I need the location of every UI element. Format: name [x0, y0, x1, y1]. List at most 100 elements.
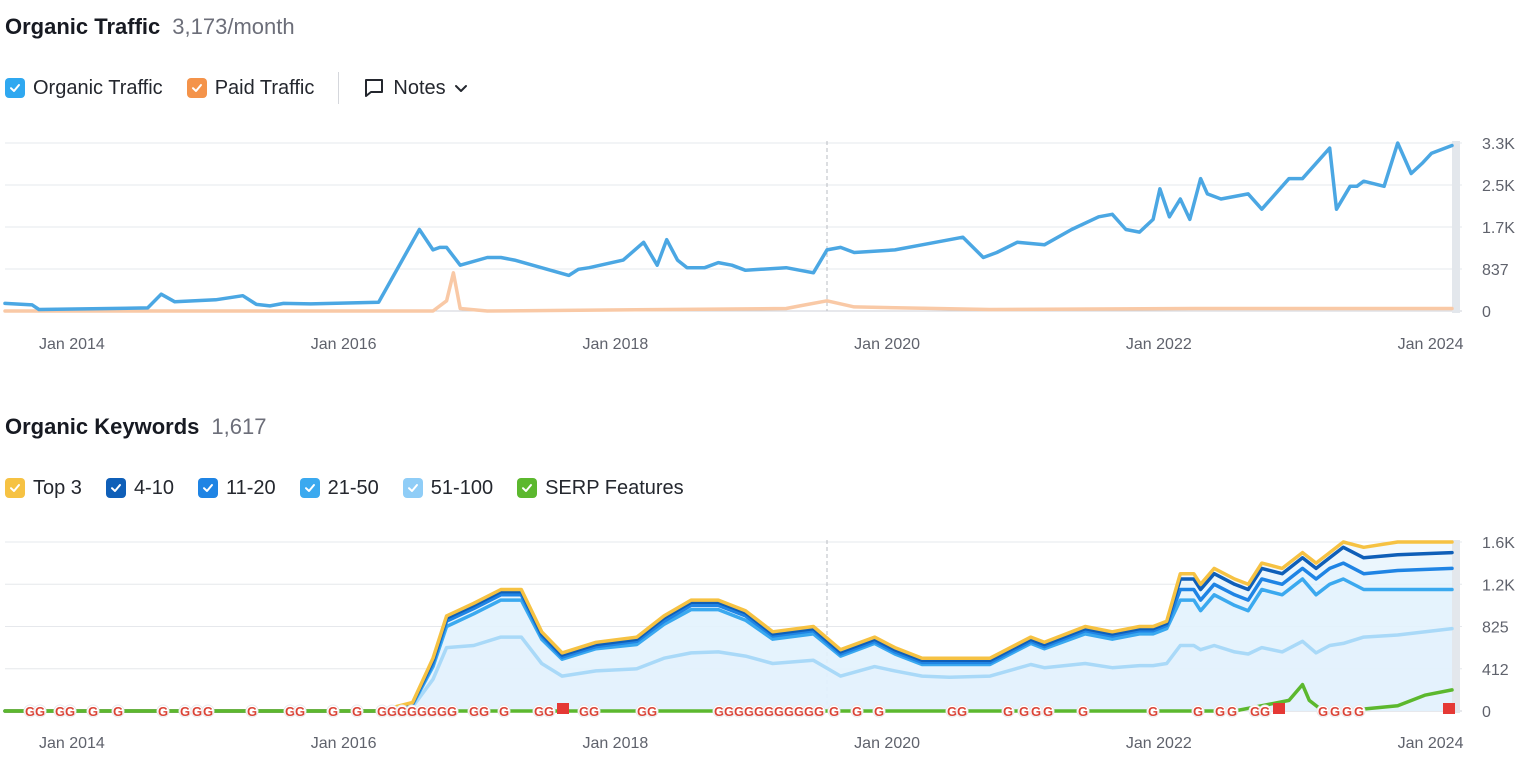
x-tick-label: Jan 2018	[582, 735, 648, 752]
google-icon	[850, 704, 864, 718]
checkbox-checked-icon[interactable]	[402, 478, 423, 498]
y-tick-label: 1.6K	[1482, 535, 1515, 552]
google-icon-glyph: G	[764, 704, 774, 719]
checkbox-checked-icon[interactable]	[197, 478, 218, 498]
x-tick-label: Jan 2020	[854, 336, 920, 353]
series-area-21-50	[5, 579, 1452, 711]
google-icon	[497, 704, 511, 718]
legend-11-20[interactable]: 11-20	[197, 476, 276, 500]
google-icon-glyph: G	[1043, 704, 1053, 719]
google-icon-glyph: G	[804, 704, 814, 719]
legend-paid-traffic[interactable]: Paid Traffic	[186, 77, 314, 100]
google-icon	[542, 704, 556, 718]
google-icon	[245, 704, 259, 718]
google-icon	[872, 704, 886, 718]
google-icon	[1041, 704, 1055, 718]
checkbox-checked-icon[interactable]	[105, 478, 126, 498]
y-tick-label: 1.7K	[1482, 220, 1515, 237]
google-icon-glyph: G	[499, 704, 509, 719]
google-icon	[293, 704, 307, 718]
x-tick-label: Jan 2016	[311, 735, 377, 752]
google-icon-glyph: G	[947, 704, 957, 719]
legend-label: Top 3	[33, 476, 82, 499]
legend-organic-traffic[interactable]: Organic Traffic	[5, 77, 163, 100]
legend-top-3[interactable]: Top 3	[5, 477, 82, 500]
google-icon-glyph: G	[544, 704, 554, 719]
legend-serp-features[interactable]: SERP Features	[517, 477, 684, 500]
google-icon-glyph: G	[328, 704, 338, 719]
comment-icon	[365, 79, 384, 97]
google-icon-glyph: G	[784, 704, 794, 719]
google-icon	[445, 704, 459, 718]
google-icon-glyph: G	[55, 704, 65, 719]
legend-label: 4-10	[133, 476, 174, 499]
google-icon-glyph: G	[285, 704, 295, 719]
google-icon-glyph: G	[1003, 704, 1013, 719]
x-tick-label: Jan 2014	[39, 735, 105, 752]
traffic-header: Organic Traffic 3,173/month	[5, 14, 295, 40]
google-icon-glyph: G	[1330, 704, 1340, 719]
google-icon	[477, 704, 491, 718]
google-icon	[156, 704, 170, 718]
checkbox-checked-icon[interactable]	[186, 78, 207, 98]
google-icon-glyph: G	[1227, 704, 1237, 719]
legend-51-100[interactable]: 51-100	[402, 477, 493, 500]
notes-button[interactable]: Notes	[363, 77, 467, 100]
google-icon-glyph: G	[814, 704, 824, 719]
series-line-51-100	[3, 626, 1454, 713]
google-icon-glyph: G	[1019, 704, 1029, 719]
google-icon-glyph: G	[479, 704, 489, 719]
series-area-top-3	[5, 542, 1452, 711]
google-icon	[326, 704, 340, 718]
organic-traffic-chart[interactable]: 3.3K 2.5K 1.7K 837 0 Jan 2014 Jan 2016 Jan 2018…	[0, 125, 1536, 365]
flag-icon	[1273, 703, 1285, 714]
google-icon	[1076, 704, 1090, 718]
series-line-top-3	[3, 540, 1454, 713]
notes-label: Notes	[393, 76, 446, 99]
google-icon-glyph: G	[469, 704, 479, 719]
google-icon-glyph: G	[637, 704, 647, 719]
google-icon-glyph: G	[65, 704, 75, 719]
google-icon-glyph: G	[579, 704, 589, 719]
google-icon-glyph: G	[247, 704, 257, 719]
google-icon-glyph: G	[397, 704, 407, 719]
google-icon-glyph: G	[1215, 704, 1225, 719]
google-icon	[33, 704, 47, 718]
google-icon-glyph: G	[158, 704, 168, 719]
legend-label: 11-20	[225, 476, 276, 499]
google-icon	[350, 704, 364, 718]
google-icon-glyph: G	[852, 704, 862, 719]
google-icon-glyph: G	[180, 704, 190, 719]
google-icon-glyph: G	[192, 704, 202, 719]
x-tick-label: Jan 2016	[311, 336, 377, 353]
y-tick-label: 1.2K	[1482, 577, 1515, 594]
google-icon	[812, 704, 826, 718]
checkbox-checked-icon[interactable]	[5, 78, 25, 98]
series-line-21-50	[3, 577, 1454, 713]
legend-label: SERP Features	[545, 476, 684, 499]
legend-21-50[interactable]: 21-50	[299, 476, 379, 500]
checkbox-checked-icon[interactable]	[5, 478, 25, 498]
google-icon-glyph: G	[387, 704, 397, 719]
checkbox-checked-icon[interactable]	[299, 478, 320, 498]
y-tick-label: 2.5K	[1482, 178, 1515, 195]
google-icon	[1258, 704, 1272, 718]
organic-keywords-chart[interactable]: 1.6K 1.2K 825 412 0 Jan 2014 Jan 2016 Jan 2018 J…	[0, 515, 1536, 760]
google-icon-glyph: G	[724, 704, 734, 719]
series-line-paid-traffic	[3, 271, 1454, 313]
google-icon-glyph: G	[88, 704, 98, 719]
google-icon	[955, 704, 969, 718]
legend-label: Organic Traffic	[33, 76, 163, 99]
google-icon	[1352, 704, 1366, 718]
google-icon	[86, 704, 100, 718]
legend-label: 21-50	[327, 476, 379, 499]
series-line-organic-traffic	[3, 141, 1454, 312]
google-icon-glyph: G	[407, 704, 417, 719]
checkbox-checked-icon[interactable]	[517, 478, 538, 498]
legend-4-10[interactable]: 4-10	[105, 476, 174, 500]
flag-icon	[1443, 703, 1455, 714]
google-icon-glyph: G	[1031, 704, 1041, 719]
traffic-metric: 3,173/month	[172, 14, 295, 39]
y-tick-label: 3.3K	[1482, 136, 1515, 153]
chevron-down-icon	[454, 85, 467, 92]
